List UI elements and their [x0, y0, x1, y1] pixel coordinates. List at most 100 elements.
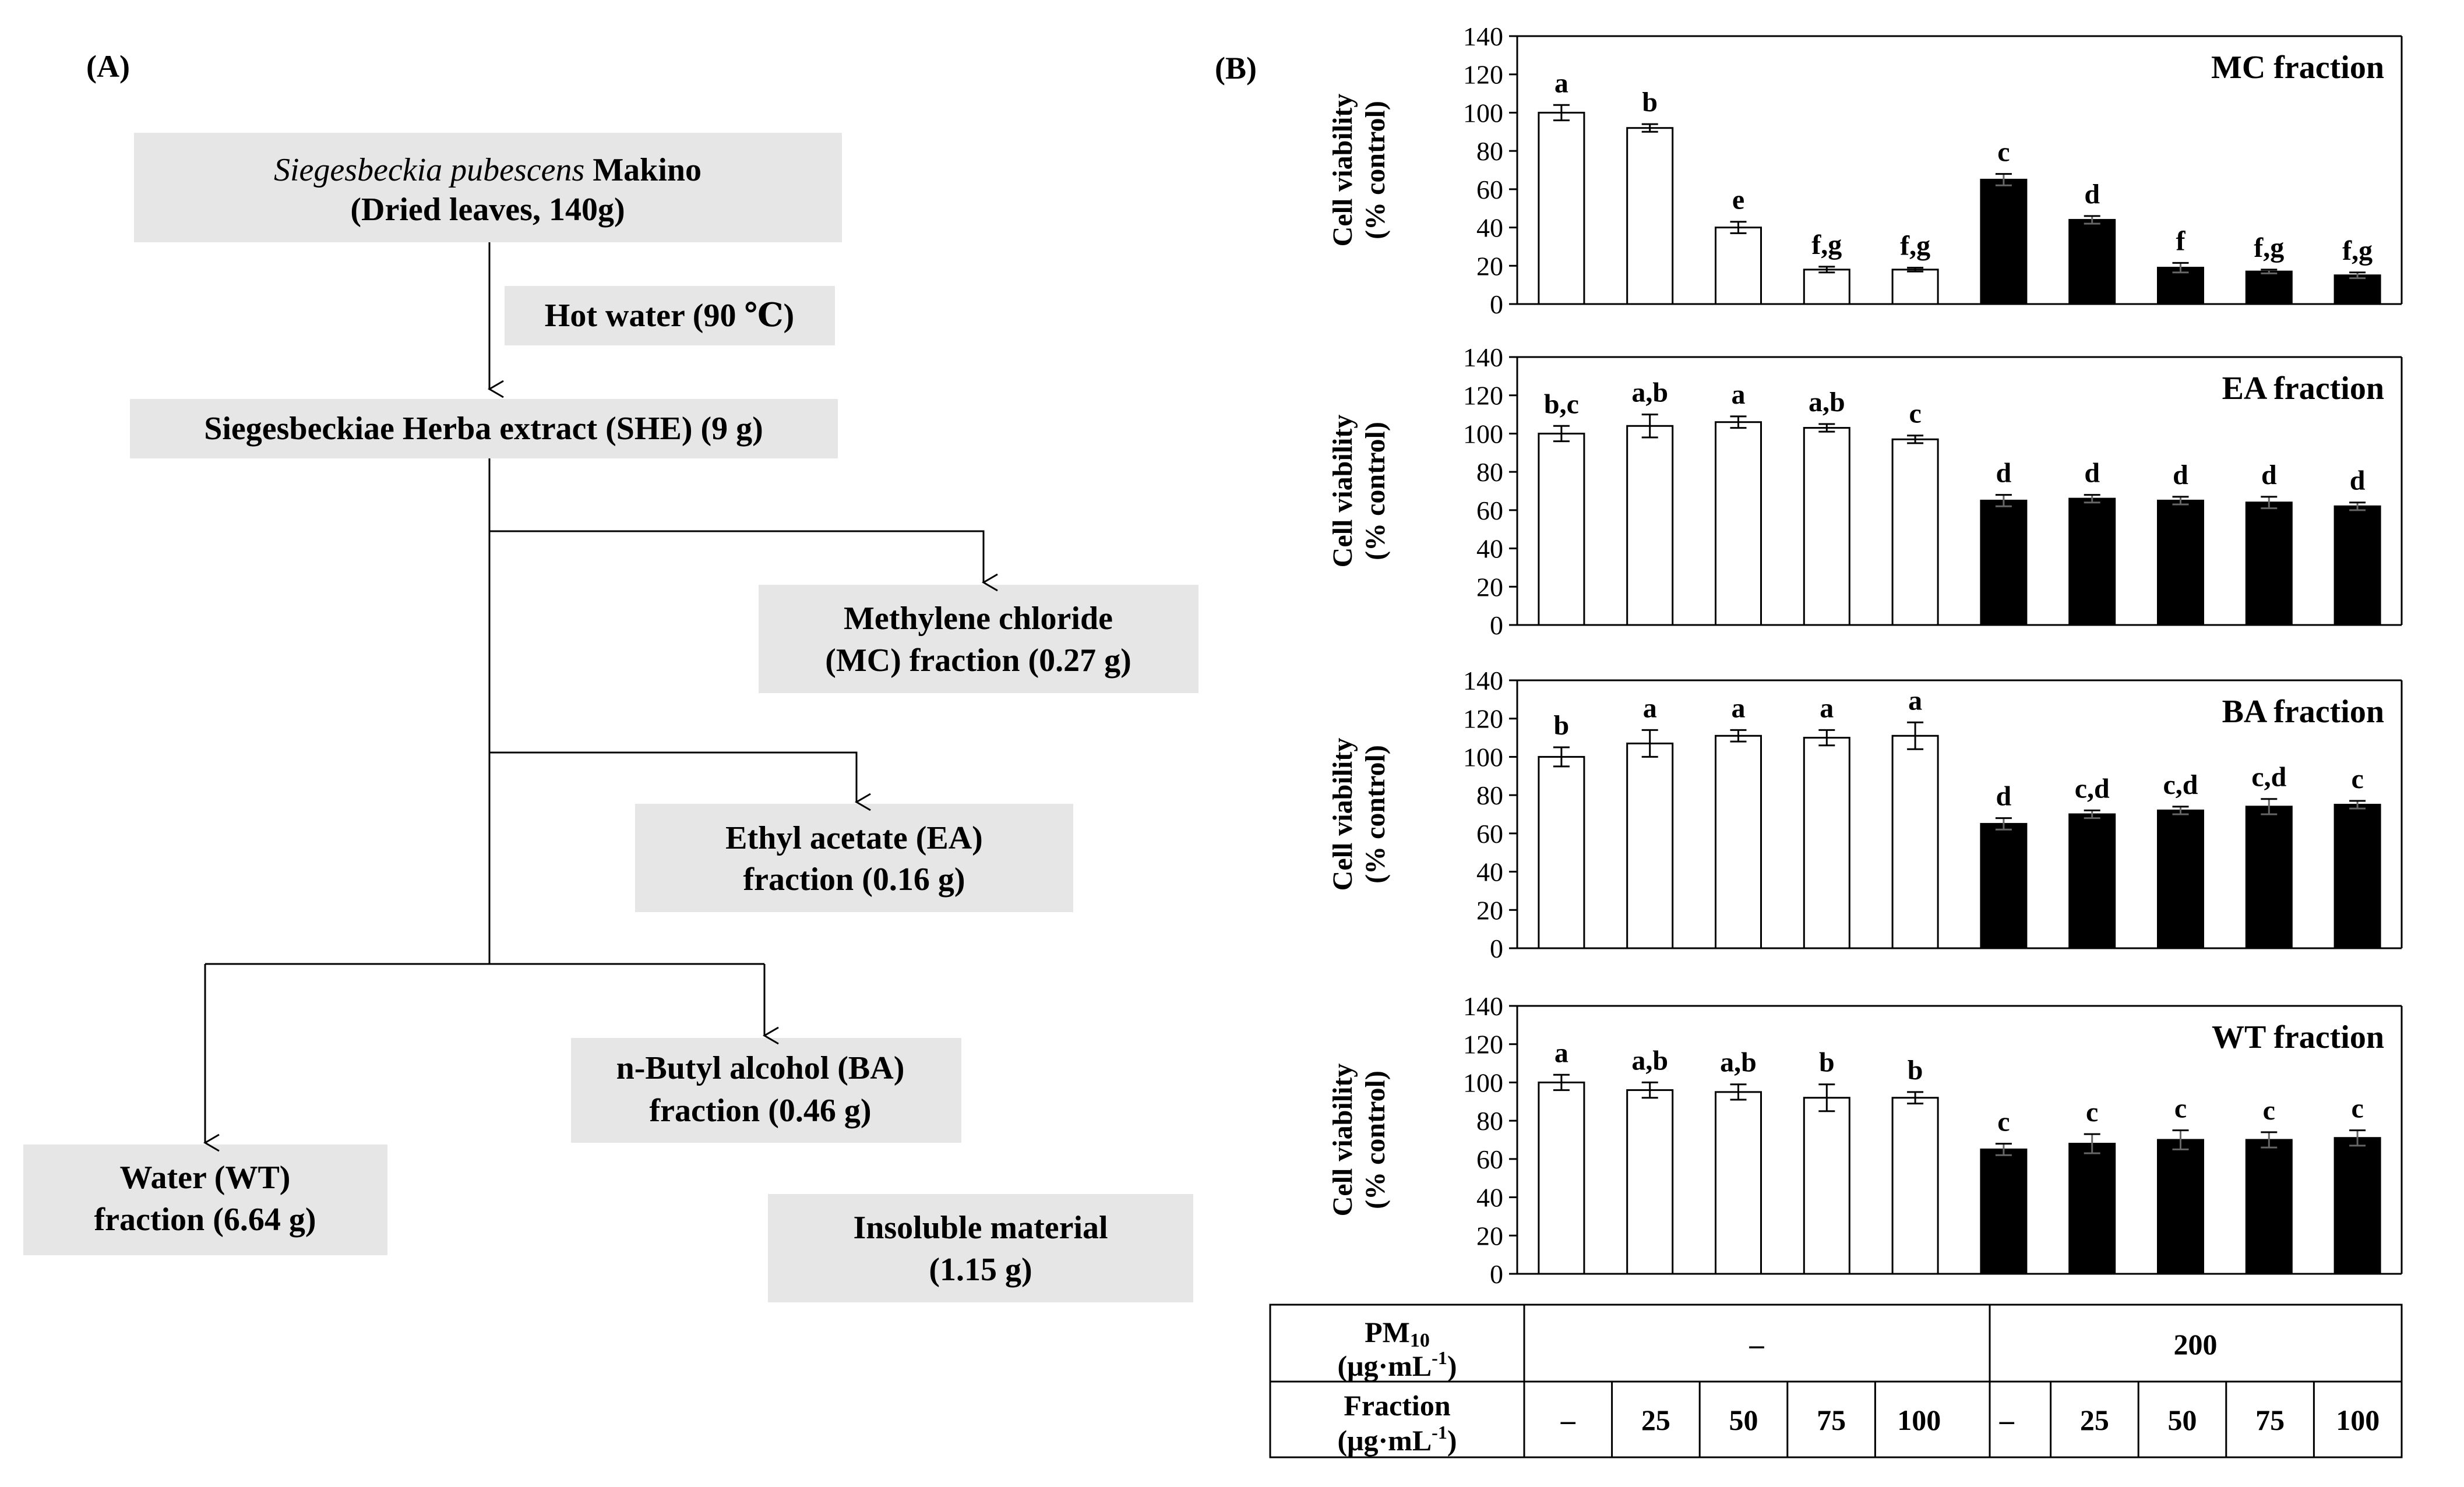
bar: [2157, 1139, 2204, 1275]
y-axis-label-line2: (% control): [1360, 422, 1391, 560]
y-tick-label: 20: [1476, 251, 1503, 281]
significance-letter: f,g: [1811, 229, 1842, 260]
chart-0: 0 20 40 60 80 100 120 140 Cell viability(% contr…: [1327, 22, 2403, 319]
y-axis-label-line1: Cell viability: [1327, 94, 1358, 247]
wt-fraction-box: [23, 1145, 387, 1255]
bar: [1803, 269, 1850, 305]
pm10-label: PM10: [1365, 1316, 1430, 1351]
y-tick-label: 80: [1476, 780, 1503, 810]
significance-letter: a: [1908, 685, 1922, 716]
bar: [2245, 270, 2293, 305]
significance-letter: b: [1554, 710, 1570, 741]
y-tick-label: 60: [1476, 496, 1503, 525]
bar: [1891, 734, 1939, 949]
chart-title: WT fraction: [2212, 1019, 2384, 1055]
treatment-table: PM10 (μg·mL-1) Fraction (μg·mL-1) – 200 …: [1269, 1304, 2403, 1458]
y-tick-label: 100: [1463, 419, 1503, 448]
concentration-label: –: [1999, 1404, 2015, 1436]
ba-fraction-line2: fraction (0.46 g): [649, 1093, 871, 1129]
pm10-label-sub: 10: [1410, 1330, 1430, 1351]
plant-material-name: Siegesbeckia pubescens Makino: [274, 152, 702, 188]
wt-fraction-line2: fraction (6.64 g): [94, 1202, 316, 1238]
mc-fraction-box: [759, 585, 1198, 693]
bar: [2333, 274, 2381, 305]
y-tick-label: 120: [1463, 1030, 1503, 1059]
y-tick-label: 60: [1476, 819, 1503, 849]
significance-letter: b: [1819, 1047, 1835, 1078]
bar: [1715, 1091, 1762, 1275]
insoluble-material-box: [768, 1194, 1193, 1302]
significance-letter: a,b: [1631, 377, 1668, 408]
y-tick-label: 40: [1476, 1183, 1503, 1213]
bar: [1538, 432, 1585, 626]
significance-letter: c: [2174, 1093, 2187, 1124]
mc-fraction-line2: (MC) fraction (0.27 g): [825, 642, 1131, 679]
significance-letter: a,b: [1809, 387, 1845, 418]
chart-title: MC fraction: [2211, 50, 2384, 86]
significance-letter: c,d: [2075, 773, 2110, 804]
y-tick-label: 20: [1476, 1221, 1503, 1251]
significance-letter: a,b: [1720, 1047, 1757, 1078]
y-tick-label: 40: [1476, 534, 1503, 564]
bar: [2245, 501, 2293, 626]
hot-water-text: Hot water (90 ℃): [545, 298, 794, 334]
chart-3: 0 20 40 60 80 100 120 140 Cell viability(% contr…: [1327, 991, 2403, 1289]
significance-letter: b,c: [1544, 388, 1579, 419]
concentration-label: 100: [1897, 1404, 1941, 1436]
concentration-labels: – 25 50 75 100 – 25 50 75 100: [1560, 1404, 2380, 1436]
pm10-200-value: 200: [2174, 1328, 2218, 1361]
concentration-label: 25: [1641, 1404, 1670, 1436]
pm10-unit-main: (μg·mL: [1338, 1350, 1432, 1382]
significance-letter: c: [1997, 137, 2010, 168]
bar: [1538, 1081, 1585, 1275]
connector-to-ea: [489, 751, 871, 811]
bar: [2068, 1143, 2116, 1275]
significance-letter: c: [2351, 764, 2363, 794]
significance-letter: f: [2176, 225, 2186, 256]
significance-letter: d: [2261, 460, 2277, 490]
fraction-unit-main: (μg·mL: [1338, 1424, 1432, 1457]
ea-fraction-line1: Ethyl acetate (EA): [725, 820, 983, 856]
bar: [1715, 227, 1762, 305]
bar: [1891, 1097, 1939, 1275]
fraction-unit-sup: -1: [1432, 1422, 1447, 1443]
y-axis-label: Cell viability(% control): [1327, 415, 1391, 568]
bar: [2157, 809, 2204, 949]
y-tick-label: 60: [1476, 175, 1503, 204]
y-axis-label-line1: Cell viability: [1327, 1064, 1358, 1217]
plant-species: Siegesbeckia pubescens: [274, 152, 584, 188]
y-tick-label: 140: [1463, 342, 1503, 372]
y-axis-label-line1: Cell viability: [1327, 415, 1358, 568]
table-grid: [1269, 1304, 2403, 1458]
pm10-unit-sup: -1: [1432, 1347, 1447, 1368]
significance-letter: f,g: [2254, 232, 2284, 263]
concentration-label: 75: [2255, 1404, 2285, 1436]
mc-fraction-line1: Methylene chloride: [844, 601, 1113, 637]
y-axis-label: Cell viability(% control): [1327, 1064, 1391, 1217]
insoluble-material-line1: Insoluble material: [853, 1210, 1108, 1246]
y-tick-label: 20: [1476, 895, 1503, 925]
bar: [1891, 269, 1939, 305]
y-tick-label: 140: [1463, 991, 1503, 1021]
bar: [1980, 499, 2028, 626]
y-axis-label: Cell viability(% control): [1327, 738, 1391, 891]
fraction-label: Fraction: [1344, 1389, 1450, 1422]
concentration-label: 100: [2336, 1404, 2380, 1436]
y-axis-label-line2: (% control): [1360, 1071, 1391, 1209]
bar: [2245, 806, 2293, 949]
she-extract-text: Siegesbeckiae Herba extract (SHE) (9 g): [204, 411, 763, 447]
bar: [2333, 1137, 2381, 1275]
pm10-unit: (μg·mL-1): [1338, 1347, 1457, 1382]
ba-fraction-line1: n-Butyl alcohol (BA): [616, 1050, 905, 1086]
significance-letter: d: [2084, 179, 2100, 210]
pm10-label-main: PM: [1365, 1316, 1410, 1348]
ea-fraction-line2: fraction (0.16 g): [743, 861, 965, 898]
bar: [1626, 742, 1674, 949]
bar: [1626, 127, 1674, 305]
fraction-unit: (μg·mL-1): [1338, 1422, 1457, 1457]
insoluble-material-line2: (1.15 g): [929, 1252, 1032, 1288]
ea-fraction-box: [635, 804, 1073, 912]
flow-connectors: [203, 242, 998, 1152]
bar: [1891, 438, 1939, 626]
